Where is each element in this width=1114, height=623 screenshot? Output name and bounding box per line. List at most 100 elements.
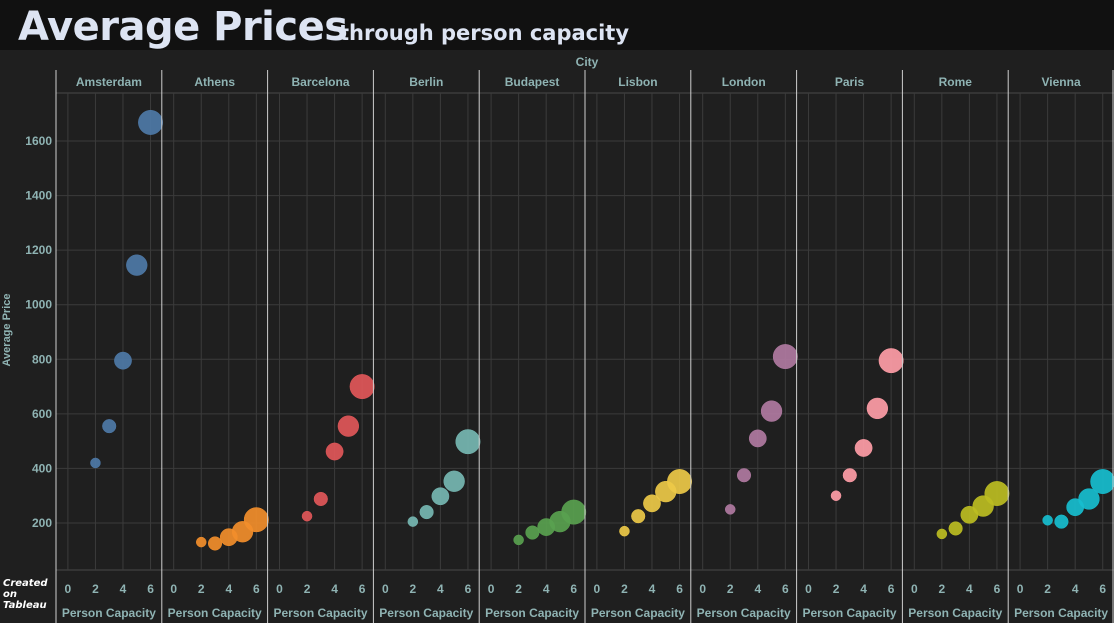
x-tick-label: 4 — [437, 582, 444, 596]
x-axis-label: Person Capacity — [908, 606, 1002, 620]
x-tick-label: 4 — [754, 582, 761, 596]
credit-line-3: Tableau — [3, 600, 47, 611]
data-point-london — [760, 400, 783, 422]
y-tick-label: 800 — [32, 352, 52, 366]
y-tick-label: 600 — [32, 407, 52, 421]
x-axis-label: Person Capacity — [697, 606, 791, 620]
x-tick-label: 0 — [276, 582, 283, 596]
data-point-berlin — [431, 487, 450, 506]
credit-line-2: on — [3, 589, 17, 600]
x-tick-label: 4 — [331, 582, 338, 596]
data-point-rome — [936, 528, 948, 540]
x-tick-label: 2 — [727, 582, 734, 596]
x-tick-label: 4 — [225, 582, 232, 596]
data-point-barcelona — [337, 415, 360, 437]
x-tick-label: 6 — [888, 582, 895, 596]
panel-header-vienna: Vienna — [1042, 75, 1081, 89]
y-tick-label: 200 — [32, 516, 52, 530]
data-point-paris — [854, 439, 873, 457]
data-point-vienna — [1054, 514, 1069, 529]
x-axis-label: Person Capacity — [1014, 606, 1108, 620]
data-point-berlin — [443, 470, 465, 492]
x-tick-label: 6 — [147, 582, 154, 596]
x-tick-label: 0 — [382, 582, 389, 596]
data-point-london — [772, 344, 798, 370]
x-tick-label: 6 — [359, 582, 366, 596]
x-tick-label: 2 — [1044, 582, 1051, 596]
x-tick-label: 4 — [1072, 582, 1079, 596]
x-tick-label: 2 — [198, 582, 205, 596]
x-tick-label: 2 — [304, 582, 311, 596]
x-axis-label: Person Capacity — [273, 606, 367, 620]
x-tick-label: 0 — [805, 582, 812, 596]
page-title: Average Prices — [18, 4, 348, 50]
y-tick-label: 1000 — [25, 298, 52, 312]
data-point-vienna — [1042, 515, 1053, 526]
y-tick-label: 1400 — [25, 189, 52, 203]
x-axis-label: Person Capacity — [168, 606, 262, 620]
page-subtitle: through person capacity — [339, 21, 630, 45]
panel-header-lisbon: Lisbon — [618, 75, 657, 89]
x-tick-label: 4 — [966, 582, 973, 596]
x-tick-label: 0 — [699, 582, 706, 596]
tableau-credit: Created on Tableau — [3, 578, 53, 611]
x-tick-label: 2 — [938, 582, 945, 596]
x-tick-label: 6 — [676, 582, 683, 596]
panel-header-berlin: Berlin — [409, 75, 443, 89]
data-point-athens — [207, 536, 223, 551]
x-axis-label: Person Capacity — [485, 606, 579, 620]
data-point-lisbon — [643, 494, 661, 513]
y-tick-label: 1200 — [25, 243, 52, 257]
x-axis-label: Person Capacity — [379, 606, 473, 620]
x-tick-label: 6 — [994, 582, 1001, 596]
data-point-berlin — [455, 429, 481, 455]
data-point-paris — [830, 490, 842, 501]
x-tick-label: 6 — [570, 582, 577, 596]
data-point-paris — [878, 348, 904, 374]
data-point-athens — [195, 536, 207, 548]
data-point-vienna — [1090, 469, 1114, 494]
x-tick-label: 4 — [649, 582, 656, 596]
data-point-budapest — [513, 534, 524, 546]
x-tick-label: 0 — [911, 582, 918, 596]
data-point-berlin — [407, 516, 419, 527]
x-tick-label: 2 — [621, 582, 628, 596]
column-header: City — [576, 55, 599, 69]
panel-header-amsterdam: Amsterdam — [76, 75, 142, 89]
panel-header-rome: Rome — [939, 75, 973, 89]
data-point-barcelona — [349, 374, 375, 400]
x-tick-label: 4 — [860, 582, 867, 596]
panel-header-paris: Paris — [835, 75, 865, 89]
data-point-paris — [842, 468, 857, 483]
x-tick-label: 0 — [170, 582, 177, 596]
x-tick-label: 0 — [1017, 582, 1024, 596]
data-point-barcelona — [301, 510, 313, 522]
data-point-barcelona — [325, 442, 344, 461]
data-point-lisbon — [619, 525, 630, 537]
data-point-budapest — [525, 525, 540, 540]
data-point-rome — [948, 521, 963, 536]
y-axis-label: Average Price — [1, 294, 13, 367]
credit-line-1: Created — [3, 578, 48, 589]
data-point-lisbon — [631, 509, 646, 524]
panel-header-athens: Athens — [194, 75, 235, 89]
x-tick-label: 2 — [409, 582, 416, 596]
x-tick-label: 2 — [515, 582, 522, 596]
data-point-london — [736, 468, 752, 483]
y-tick-label: 1600 — [25, 134, 52, 148]
scatter-chart: City2004006008001000120014001600Average … — [1, 55, 1114, 623]
panel-header-london: London — [722, 75, 766, 89]
data-point-budapest — [561, 499, 587, 525]
data-point-amsterdam — [126, 254, 148, 276]
data-point-vienna — [1078, 488, 1100, 510]
x-tick-label: 4 — [543, 582, 550, 596]
x-tick-label: 0 — [488, 582, 495, 596]
data-point-rome — [984, 481, 1010, 506]
x-tick-label: 2 — [833, 582, 840, 596]
data-point-barcelona — [313, 491, 328, 507]
data-point-amsterdam — [90, 457, 101, 469]
x-axis-label: Person Capacity — [591, 606, 685, 620]
data-point-amsterdam — [138, 109, 163, 135]
y-tick-label: 400 — [32, 461, 52, 475]
x-tick-label: 6 — [1099, 582, 1106, 596]
